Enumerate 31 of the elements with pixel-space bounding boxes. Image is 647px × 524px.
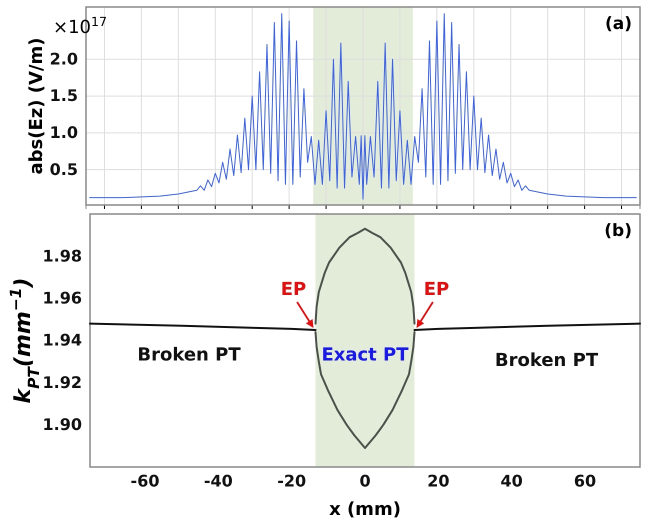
annotation: ×10$^{17}$ xyxy=(52,14,108,38)
annotation: Broken PT xyxy=(494,350,599,371)
x-tick-label: 0 xyxy=(359,471,371,490)
y-tick-label: 1.96 xyxy=(42,288,82,308)
annotation: Broken PT xyxy=(137,344,242,366)
annotation: EP xyxy=(424,278,450,300)
x-tick-label: -60 xyxy=(130,471,160,490)
y-axis-title: abs(Ez) (V/m) xyxy=(26,38,47,174)
y-tick-label: 1.98 xyxy=(42,246,82,266)
y-tick-label: 1.94 xyxy=(42,330,82,350)
line-series xyxy=(89,13,637,200)
line-series xyxy=(314,228,416,325)
line-series xyxy=(89,322,316,331)
annotation: EP xyxy=(280,278,306,300)
y-tick-label: 1.90 xyxy=(42,414,82,434)
x-tick-label: 60 xyxy=(574,471,596,490)
x-axis-title: x (mm) xyxy=(329,499,401,520)
x-tick-label: 40 xyxy=(500,471,523,490)
line-series xyxy=(414,322,641,331)
y-tick-label: 0.5 xyxy=(50,160,78,179)
line-series xyxy=(314,331,416,450)
y-tick-label: 2.0 xyxy=(50,49,78,68)
x-tick-label: 20 xyxy=(427,471,450,490)
y-tick-label: 1.5 xyxy=(50,86,78,106)
y-tick-label: 1.0 xyxy=(50,122,78,142)
y-tick-label: 1.92 xyxy=(42,372,82,392)
x-tick-label: -40 xyxy=(204,471,233,490)
chart-title: (a) xyxy=(604,14,632,34)
x-tick-label: -20 xyxy=(277,471,306,490)
annotation: Exact PT xyxy=(321,344,410,366)
chart-title: (b) xyxy=(604,221,632,241)
